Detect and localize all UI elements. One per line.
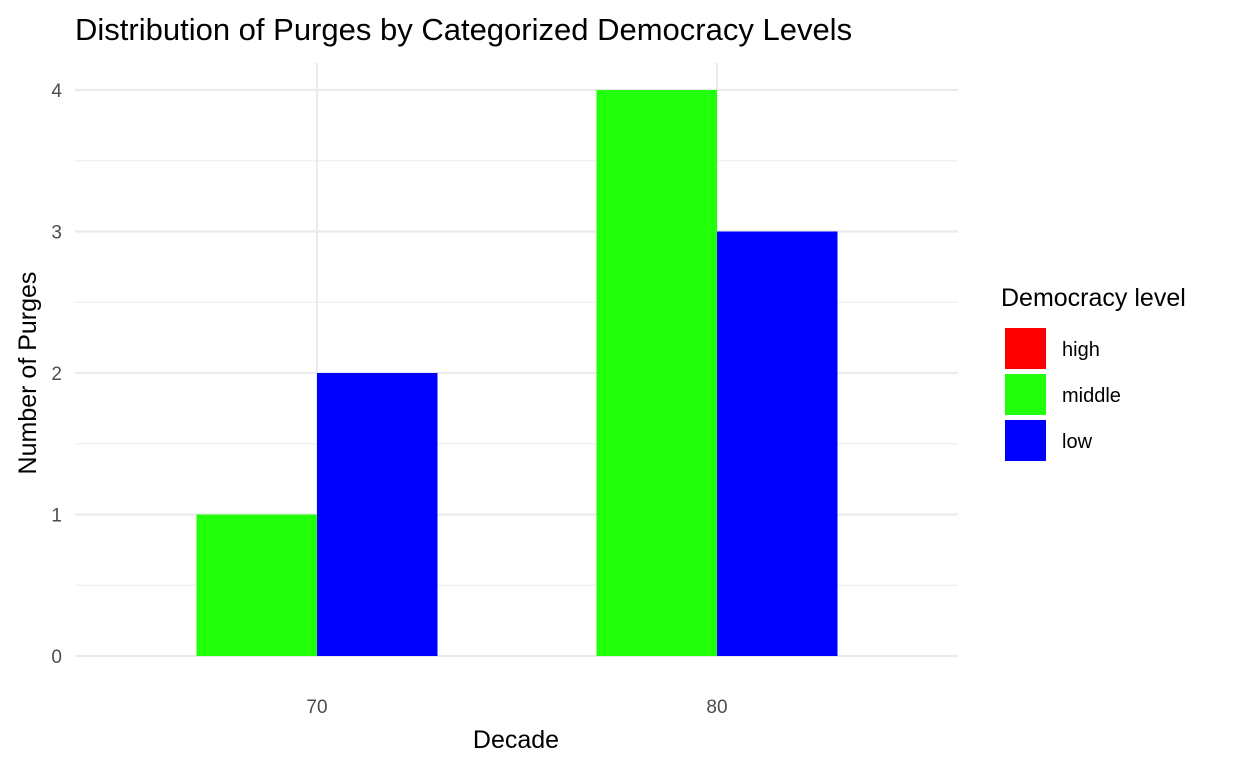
bars: [196, 90, 838, 656]
legend-label-middle: middle: [1062, 385, 1121, 407]
y-tick-label: 0: [51, 647, 62, 668]
legend: Democracy level high middle low: [1001, 284, 1186, 462]
legend-swatch-high: [1005, 328, 1046, 369]
bar-middle-80: [596, 90, 717, 656]
y-tick-label: 4: [51, 81, 62, 102]
y-axis-title: Number of Purges: [14, 272, 42, 475]
legend-swatch-middle: [1005, 374, 1046, 415]
legend-items: high middle low: [1004, 327, 1121, 462]
x-tick-label: 80: [706, 697, 727, 718]
chart-title: Distribution of Purges by Categorized De…: [75, 12, 852, 47]
x-tick-label: 70: [306, 697, 327, 718]
x-axis-title: Decade: [473, 726, 559, 754]
y-tick-label: 1: [51, 506, 62, 527]
bar-low-80: [717, 231, 838, 656]
legend-label-low: low: [1062, 431, 1093, 453]
y-axis-tick-labels: 0 1 2 3 4: [51, 81, 62, 668]
bar-middle-70: [196, 514, 317, 656]
legend-label-high: high: [1062, 339, 1100, 361]
y-tick-label: 3: [51, 223, 62, 244]
legend-title: Democracy level: [1001, 284, 1186, 312]
y-tick-label: 2: [51, 364, 62, 385]
bar-low-70: [317, 373, 438, 656]
legend-swatch-low: [1005, 420, 1046, 461]
x-axis-tick-labels: 70 80: [306, 697, 727, 718]
